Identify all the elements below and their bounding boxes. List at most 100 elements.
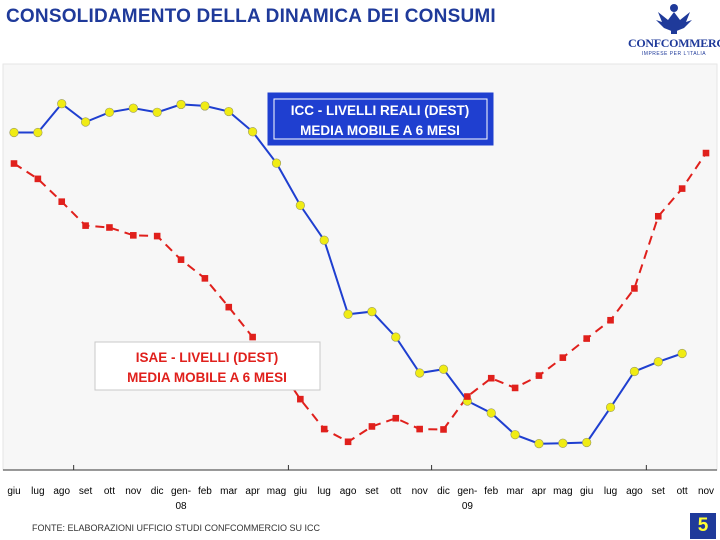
icc-data-point [558,438,568,448]
page-number: 5 [690,513,716,539]
isae-data-point [297,395,304,403]
x-tick-label: feb [484,486,498,497]
x-tick-label: mar [506,486,524,497]
isae-legend-box: ISAE - LIVELLI (DEST) MEDIA MOBILE A 6 M… [94,341,321,391]
isae-data-point [82,222,89,229]
x-tick-label: lug [31,486,44,497]
isae-data-point [607,316,614,324]
isae-data-point [583,335,590,342]
icc-data-point [534,439,544,449]
x-tick-label: giu [580,486,593,497]
icc-data-point [271,158,282,168]
x-tick-label: mag [267,486,286,497]
icc-data-point [415,368,425,378]
x-tick-label: nov [412,486,428,497]
icc-data-point [605,402,616,412]
x-tick-label: set [79,486,93,497]
x-tick-label: gen- [171,486,191,497]
isae-data-point [535,372,543,379]
x-tick-label: ago [340,486,357,497]
icc-data-point [200,101,210,111]
icc-data-point [33,127,43,138]
isae-data-point [201,275,209,282]
isae-data-point [631,285,638,292]
x-tick-label: apr [532,486,547,497]
confcommercio-logo: CONFCOMMERCIO IMPRESE PER L'ITALIA [628,0,720,62]
x-tick-label: mar [220,486,238,497]
isae-data-point [10,160,18,167]
x-tick-label: lug [604,486,617,497]
icc-data-point [57,99,67,109]
icc-data-point [80,117,91,127]
icc-data-point [438,364,449,374]
x-tick-label: dic [437,486,450,497]
isae-data-point [130,232,137,239]
icc-data-point [104,107,115,117]
isae-legend-line2: MEDIA MOBILE A 6 MESI [127,370,287,385]
x-tick-label: feb [198,486,212,497]
icc-data-point [391,332,401,342]
icc-legend-box: ICC - LIVELLI REALI (DEST) MEDIA MOBILE … [267,92,494,146]
isae-data-point [392,414,400,422]
icc-data-point [343,309,353,319]
isae-data-point [464,393,471,400]
icc-data-point [248,127,258,137]
eagle-icon [656,4,692,34]
icc-data-point [367,307,377,317]
x-tick-label: set [365,486,379,497]
x-tick-label: ott [390,486,401,497]
isae-legend-background [94,341,321,391]
icc-legend-line2: MEDIA MOBILE A 6 MESI [300,123,460,138]
icc-legend-border [273,98,488,140]
isae-series-line [13,152,707,443]
isae-data-point [106,224,113,231]
isae-data-point [654,212,662,220]
x-tick-label-year: 08 [175,501,187,512]
icc-legend-background [267,92,494,146]
isae-data-point [440,426,447,433]
icc-data-point [224,106,234,117]
isae-data-point [249,333,256,341]
icc-data-point [152,107,162,117]
icc-data-point [295,200,305,211]
isae-data-point [225,303,233,311]
icc-data-point [629,366,640,377]
isae-data-point [34,175,42,183]
x-tick-label-year: 09 [462,501,474,512]
x-tick-label: ago [53,486,70,497]
isae-data-point [177,256,185,263]
x-tick-label: ago [626,486,643,497]
isae-data-point [487,374,495,382]
x-tick-label: mag [553,486,572,497]
x-tick-label: giu [7,486,20,497]
isae-legend-line1: ISAE - LIVELLI (DEST) [136,350,279,365]
x-tick-label: nov [698,486,714,497]
isae-data-point [511,384,519,392]
icc-data-point [677,348,687,359]
isae-data-point [678,185,686,192]
icc-data-point [486,408,496,418]
x-tick-label: lug [318,486,331,497]
isae-data-point [344,438,352,446]
page-title: CONSOLIDAMENTO DELLA DINAMICA DEI CONSUM… [6,6,496,27]
isae-data-point [559,354,567,361]
isae-data-point [153,232,161,240]
icc-data-point [319,235,329,245]
x-tick-label: ott [104,486,115,497]
x-tick-label: apr [245,486,260,497]
x-tick-label: set [652,486,666,497]
icc-data-point [9,127,19,138]
source-footnote: FONTE: ELABORAZIONI UFFICIO STUDI CONFCO… [32,523,321,533]
icc-legend-line1: ICC - LIVELLI REALI (DEST) [291,103,470,118]
icc-data-point [582,437,592,448]
isae-data-point [320,425,328,433]
isae-data-point [58,198,66,205]
icc-data-point [510,430,520,440]
x-tick-label: nov [125,486,141,497]
icc-data-point [176,99,186,110]
icc-data-point [128,103,138,113]
isae-data-point [368,423,376,430]
logo-name: CONFCOMMERCIO [628,36,720,50]
x-tick-label: gen- [457,486,477,497]
